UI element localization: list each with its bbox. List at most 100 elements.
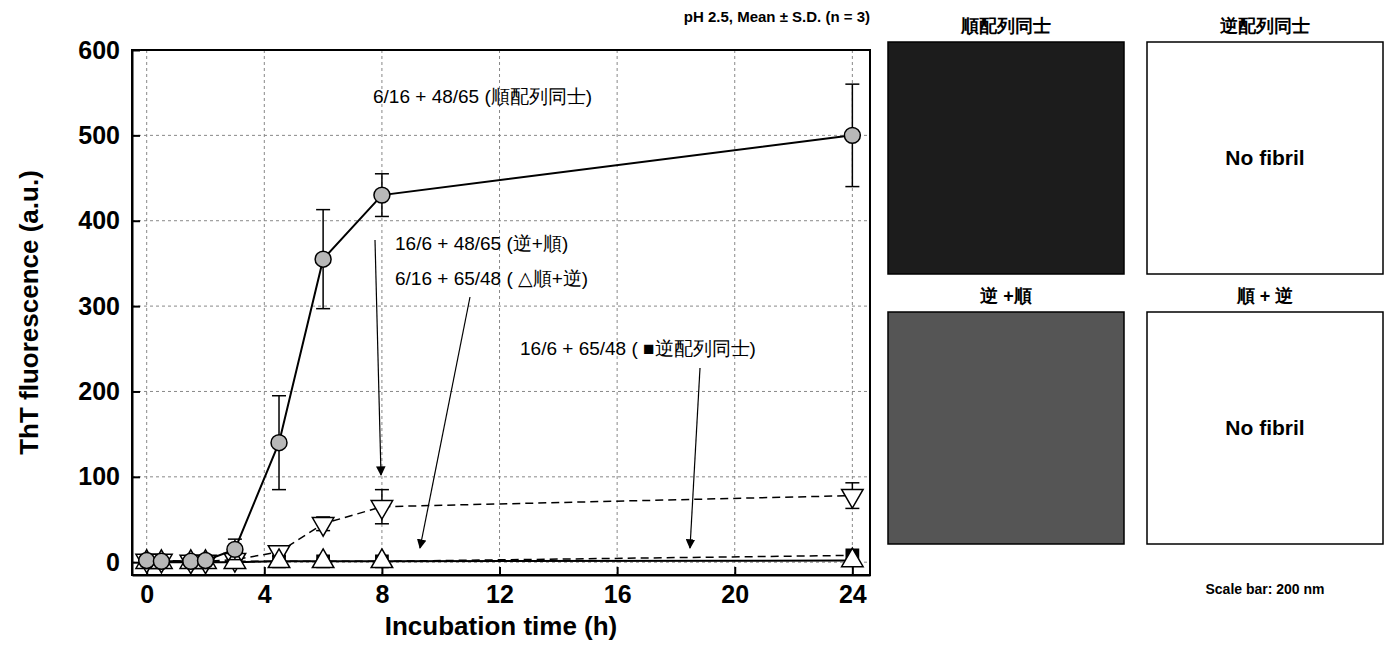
error-cap — [375, 489, 389, 491]
panel-title: 逆 +順 — [979, 286, 1032, 306]
x-tick: 12 — [486, 567, 514, 608]
y-tick: 600 — [78, 36, 140, 64]
grid-line — [381, 50, 382, 575]
series-label: 6/16 + 48/65 (順配列同士) — [373, 86, 592, 107]
x-tick-label: 4 — [258, 580, 272, 608]
error-cap — [845, 186, 859, 188]
marker — [139, 553, 155, 569]
marker — [153, 553, 169, 569]
error-cap — [845, 482, 859, 484]
series — [136, 548, 863, 568]
y-tick-mark — [132, 391, 140, 393]
x-axis-line — [133, 575, 871, 577]
y-tick: 100 — [78, 462, 140, 490]
plot-frame — [132, 50, 870, 575]
error-cap — [228, 559, 242, 561]
marker — [312, 518, 333, 537]
y-tick: 400 — [78, 206, 140, 234]
y-tick-mark — [132, 306, 140, 308]
grid-line — [132, 391, 870, 392]
annotation-arrow — [375, 240, 381, 475]
y-tick-mark — [132, 135, 140, 137]
x-tick-mark — [264, 567, 266, 575]
grid-line — [499, 50, 500, 575]
error-cap — [375, 173, 389, 175]
y-tick-label: 0 — [106, 548, 120, 576]
y-tick-label: 500 — [78, 121, 120, 149]
y-tick: 500 — [78, 121, 140, 149]
y-tick-label: 600 — [78, 36, 120, 64]
figure: 0 4 8 12 16 20 24 0 100 200 300 400 500 600 Incubation… — [0, 0, 1391, 651]
panel-box — [1147, 312, 1383, 544]
y-axis-title: ThT fluorescence (a.u.) — [14, 170, 44, 455]
x-tick-label: 24 — [839, 580, 867, 608]
panel-box — [1147, 42, 1383, 274]
annotation-arrow — [420, 297, 470, 548]
x-tick: 24 — [839, 567, 867, 608]
x-tick-mark — [852, 567, 854, 575]
x-tick-label: 12 — [486, 580, 514, 608]
marker — [374, 187, 390, 203]
image-panels: 順配列同士逆配列同士No fibril逆 +順順 + 逆No fibril — [888, 16, 1383, 544]
marker — [371, 501, 392, 520]
y-tick-mark — [132, 50, 140, 52]
micrograph — [888, 42, 1124, 274]
y-tick: 300 — [78, 292, 140, 320]
x-tick-label: 16 — [604, 580, 632, 608]
grid-line — [132, 220, 870, 221]
marker — [844, 127, 860, 143]
y-tick-mark — [132, 476, 140, 478]
x-tick-label: 8 — [375, 580, 389, 608]
y-axis: 0 100 200 300 400 500 600 — [78, 36, 140, 576]
annotations: 6/16 + 48/65 (順配列同士)16/6 + 48/65 (逆+順)6/… — [373, 86, 756, 548]
marker — [151, 554, 172, 573]
series-label: 16/6 + 65/48 ( ■逆配列同士) — [520, 338, 756, 359]
x-tick: 4 — [258, 567, 272, 608]
x-tick: 20 — [721, 567, 749, 608]
error-cap — [272, 395, 286, 397]
x-tick: 16 — [604, 567, 632, 608]
annotation-arrow — [690, 368, 700, 548]
series — [139, 84, 861, 569]
error-bar — [316, 210, 330, 309]
y-tick-label: 300 — [78, 292, 120, 320]
marker — [271, 435, 287, 451]
error-bar — [272, 396, 286, 490]
x-axis-title: Incubation time (h) — [385, 611, 618, 641]
series-label: 16/6 + 48/65 (逆+順) — [395, 233, 568, 254]
error-bar — [375, 174, 389, 217]
error-bar — [845, 84, 859, 186]
y-tick-mark — [132, 220, 140, 222]
panel-title: 逆配列同士 — [1219, 16, 1310, 36]
marker — [227, 541, 243, 557]
x-tick-mark — [499, 567, 501, 575]
marker — [198, 553, 214, 569]
series-line — [147, 560, 853, 562]
x-tick: 8 — [375, 567, 389, 608]
marker — [371, 549, 392, 568]
error-cap — [316, 209, 330, 211]
panel-text: No fibril — [1225, 416, 1304, 439]
grid — [132, 50, 870, 575]
micrograph — [888, 312, 1124, 544]
y-tick-label: 200 — [78, 377, 120, 405]
scale-note: Scale bar: 200 nm — [1205, 581, 1324, 597]
x-tick-mark — [617, 567, 619, 575]
x-axis: 0 4 8 12 16 20 24 — [133, 567, 871, 608]
error-cap — [316, 308, 330, 310]
x-tick-label: 0 — [140, 580, 154, 608]
error-cap — [845, 83, 859, 85]
marker — [312, 549, 333, 568]
series — [141, 549, 859, 568]
plot-area — [136, 84, 863, 574]
grid-line — [132, 306, 870, 307]
grid-line — [132, 476, 870, 477]
x-tick-mark — [734, 567, 736, 575]
marker — [183, 553, 199, 569]
grid-line — [146, 50, 147, 575]
x-tick-label: 20 — [721, 580, 749, 608]
error-cap — [375, 523, 389, 525]
panel-title: 順配列同士 — [960, 16, 1051, 36]
marker — [842, 489, 863, 508]
marker — [151, 550, 172, 569]
